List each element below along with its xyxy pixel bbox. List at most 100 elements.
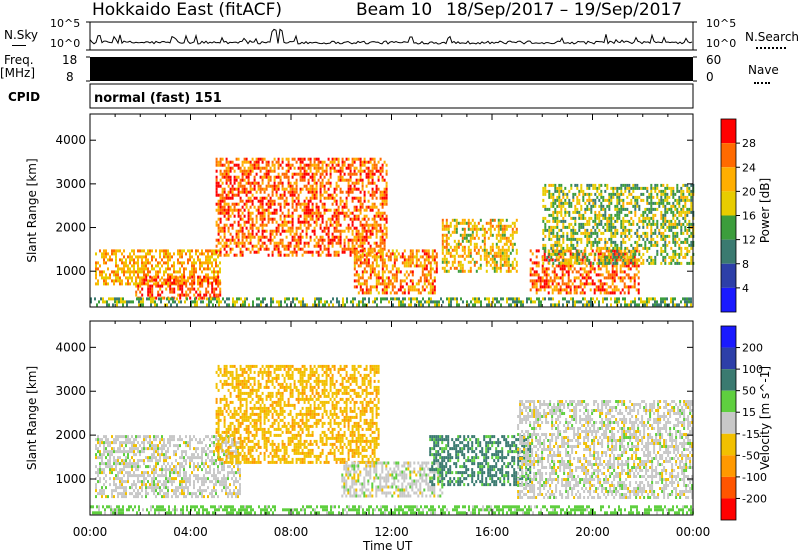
data-cell [497,266,500,270]
data-cell [463,230,466,234]
data-cell [473,224,476,228]
data-cell [616,303,618,307]
data-cell [644,300,646,304]
data-cell [108,303,110,307]
data-cell [604,216,607,220]
data-cell [291,199,294,203]
data-cell [674,261,677,265]
data-cell [385,229,388,233]
data-cell [365,160,368,164]
data-cell [291,220,294,224]
data-cell [369,160,372,164]
data-cell [313,160,316,164]
data-cell [155,284,158,288]
data-cell [251,220,254,224]
data-cell [457,221,460,225]
data-cell [660,246,663,250]
data-cell [227,196,230,200]
data-cell [461,221,464,225]
data-cell [580,213,583,217]
data-cell [239,226,242,230]
data-cell [293,199,296,203]
data-cell [383,270,386,274]
data-cell [608,228,611,232]
data-cell [627,276,630,280]
data-cell [237,223,240,227]
data-cell [299,238,302,242]
data-cell [261,223,264,227]
data-cell [467,233,470,237]
data-cell [556,204,559,208]
data-cell [239,169,242,173]
data-cell [670,228,673,232]
data-cell [558,198,561,202]
data-cell [381,238,384,242]
data-cell [137,255,139,259]
data-cell [184,300,186,304]
data-cell [287,163,290,167]
data-cell [570,255,573,259]
data-cell [219,169,222,173]
data-cell [427,282,430,286]
data-cell [628,222,631,226]
data-cell [365,288,368,292]
data-cell [499,254,502,258]
data-cell [280,303,282,307]
data-cell [329,166,332,170]
data-cell [483,248,486,252]
data-cell [409,261,412,265]
data-cell [379,249,382,253]
data-cell [217,241,220,245]
data-cell [672,297,674,301]
data-cell [497,233,500,237]
data-cell [210,300,212,304]
data-cell [377,255,380,259]
data-cell [152,297,154,301]
data-cell [167,258,169,262]
data-cell [179,282,181,286]
data-cell [604,189,607,193]
data-cell [630,228,633,232]
data-cell [329,241,332,245]
data-cell [619,291,622,295]
data-cell [219,172,222,176]
data-cell [307,181,310,185]
data-cell [229,232,232,236]
data-cell [576,243,579,247]
data-cell [640,219,643,223]
data-cell [189,270,191,274]
data-cell [169,281,172,285]
data-cell [205,273,207,277]
data-cell [580,231,583,235]
data-cell [666,210,669,214]
data-cell [429,282,432,286]
data-cell [318,297,320,301]
data-cell [267,253,270,257]
data-cell [377,169,380,173]
data-cell [555,285,558,289]
data-cell [327,163,330,167]
data-cell [499,218,502,222]
data-cell [314,297,316,301]
data-cell [303,178,306,182]
data-cell [499,233,502,237]
data-cell [545,270,548,274]
data-cell [275,241,278,245]
data-cell [159,249,161,253]
data-cell [207,278,210,282]
data-cell [347,178,350,182]
data-cell [676,225,679,229]
data-cell [381,252,384,256]
data-cell [353,217,356,221]
data-cell [379,169,382,173]
data-cell [121,282,123,286]
data-cell [337,229,340,233]
data-cell [415,258,418,262]
freq-tick-low: 8 [66,70,74,84]
data-cell [676,258,679,262]
data-cell [307,208,310,212]
data-cell [255,166,258,170]
data-cell [550,303,552,307]
data-cell [453,257,456,261]
data-cell [664,198,667,202]
